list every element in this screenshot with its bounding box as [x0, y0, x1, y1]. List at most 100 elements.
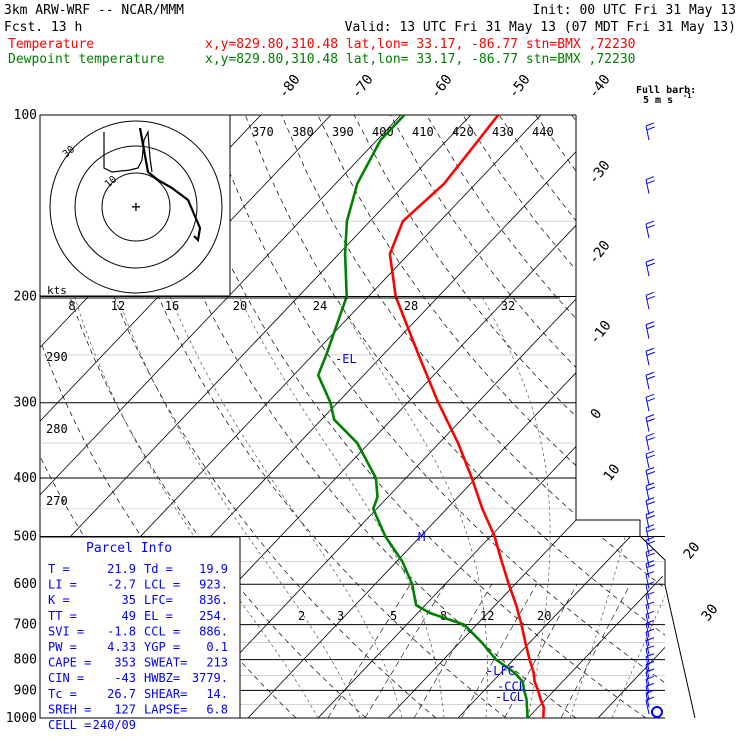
moist-adiabat	[74, 296, 319, 718]
full-barb-exponent: -1	[683, 92, 691, 100]
mixing-ratio-label: 12	[480, 609, 494, 623]
parcel-box-bg	[39, 536, 241, 719]
wind-barb-shaft	[645, 295, 650, 310]
wind-barb-flag	[645, 628, 655, 633]
hodograph-center: +	[131, 197, 141, 216]
parcel-value: 127	[114, 702, 136, 716]
isotherm-label: -50	[506, 72, 534, 102]
moist-adiabat	[238, 296, 445, 718]
pressure-label-700: 700	[14, 618, 37, 633]
isotherm-label: 0	[588, 406, 606, 422]
parcel-label: SWEAT=	[144, 656, 187, 670]
wind-barb-flag	[645, 571, 655, 576]
storm-marker: M	[418, 530, 425, 544]
speed-scale-label: 28	[404, 299, 418, 313]
theta-label: 420	[452, 125, 474, 139]
parcel-label: PW =	[48, 640, 77, 654]
parcel-label: CAPE =	[48, 656, 91, 670]
clipped-profiles	[316, 115, 546, 718]
pressure-label-100: 100	[14, 108, 37, 123]
moist-adiabat	[169, 296, 403, 718]
wind-barb-shaft	[645, 485, 650, 501]
dewpoint-location: x,y=829.80,310.48 lat,lon= 33.17, -86.77…	[205, 52, 635, 67]
pressure-label-600: 600	[14, 577, 37, 592]
wind-barb-flag	[645, 176, 655, 181]
theta-label: 440	[532, 125, 554, 139]
wind-barb-flag	[646, 262, 655, 267]
mixing-ratio-label: 2	[298, 609, 305, 623]
speed-scale-label: 16	[165, 299, 179, 313]
mixing-ratio-label: 5	[390, 609, 397, 623]
wind-barb-shaft	[645, 640, 650, 655]
mixing-ratio-line	[413, 584, 493, 718]
wind-barb-shaft	[645, 453, 650, 469]
theta-label: 390	[332, 125, 354, 139]
parcel-label: LCL =	[144, 578, 180, 592]
wind-barb-shaft	[645, 623, 650, 638]
moist-adiabat	[611, 296, 665, 718]
isotherm	[40, 115, 402, 718]
thetae-label: 280	[46, 422, 68, 436]
wind-barb-shaft	[645, 632, 650, 647]
dry-adiabat	[643, 115, 665, 718]
wind-barb-flag	[646, 375, 655, 380]
wind-barb-flag	[645, 511, 655, 515]
parcel-info-box: Parcel Info T = 21.9 Td = 19.9 LI = -2.7 LCL = 9…	[39, 536, 241, 732]
wind-barb-shaft	[645, 436, 650, 451]
temperature-profile	[388, 115, 546, 718]
pressure-label-500: 500	[14, 529, 37, 544]
forecast-hour: Fcst. 13 h	[4, 20, 82, 35]
wind-barb-shaft	[645, 563, 650, 578]
parcel-value: -43	[114, 671, 136, 685]
parcel-value: 886.	[199, 624, 228, 638]
speed-scale-label: 8	[68, 299, 75, 313]
wind-barb-flag	[645, 321, 655, 326]
wind-barb-shaft	[645, 417, 650, 432]
wind-barb-shaft	[645, 595, 650, 610]
wind-barb-flag	[646, 126, 655, 131]
el-marker: -EL	[335, 352, 357, 366]
isotherm	[247, 115, 665, 718]
wind-barb-flag	[645, 668, 655, 673]
wind-barb-shaft	[645, 574, 650, 589]
wind-barb-flag	[645, 536, 655, 541]
dry-adiabat	[389, 115, 665, 718]
dry-adiabat	[244, 115, 665, 718]
dry-adiabat	[607, 115, 665, 718]
parcel-title: Parcel Info	[86, 541, 172, 556]
wind-barb-flag	[645, 220, 655, 225]
mixing-ratio-line	[560, 584, 631, 718]
speed-scale-label: 24	[313, 299, 327, 313]
wind-barb-flag	[646, 325, 655, 330]
model-title: 3km ARW-WRF -- NCAR/MMM	[4, 3, 184, 18]
parcel-value: 240/09	[93, 718, 136, 732]
wind-barb-flag	[645, 696, 655, 701]
wind-barbs	[645, 122, 663, 718]
wind-barb-flag	[645, 432, 655, 437]
dry-adiabat	[535, 115, 665, 718]
parcel-value: 21.9	[107, 562, 136, 576]
isotherm	[40, 115, 472, 718]
dry-adiabat	[717, 115, 740, 718]
pressure-label-900: 900	[14, 683, 37, 698]
speed-scale-label: 12	[111, 299, 125, 313]
wind-barb-flag	[645, 601, 655, 606]
theta-label: 400	[372, 125, 394, 139]
ccl-marker: -CCL	[497, 679, 526, 693]
dewpoint-legend: Dewpoint temperature	[8, 52, 165, 67]
wind-barb-flag	[646, 224, 655, 229]
moist-adiabat	[569, 296, 665, 718]
parcel-value: 35	[122, 593, 136, 607]
full-barb-value: 5 m s	[643, 95, 673, 106]
wind-barb-flag	[645, 689, 655, 694]
parcel-value: 49	[122, 609, 136, 623]
parcel-label: LI =	[48, 578, 77, 592]
isotherm-label: -10	[587, 318, 615, 348]
parcel-label: SHEAR=	[144, 687, 187, 701]
profiles: -EL -LFC-CCL-LCL M	[316, 115, 546, 718]
parcel-value: 0.1	[206, 640, 228, 654]
isotherm-label: 30	[699, 601, 722, 624]
parcel-value: 3779.	[192, 671, 228, 685]
